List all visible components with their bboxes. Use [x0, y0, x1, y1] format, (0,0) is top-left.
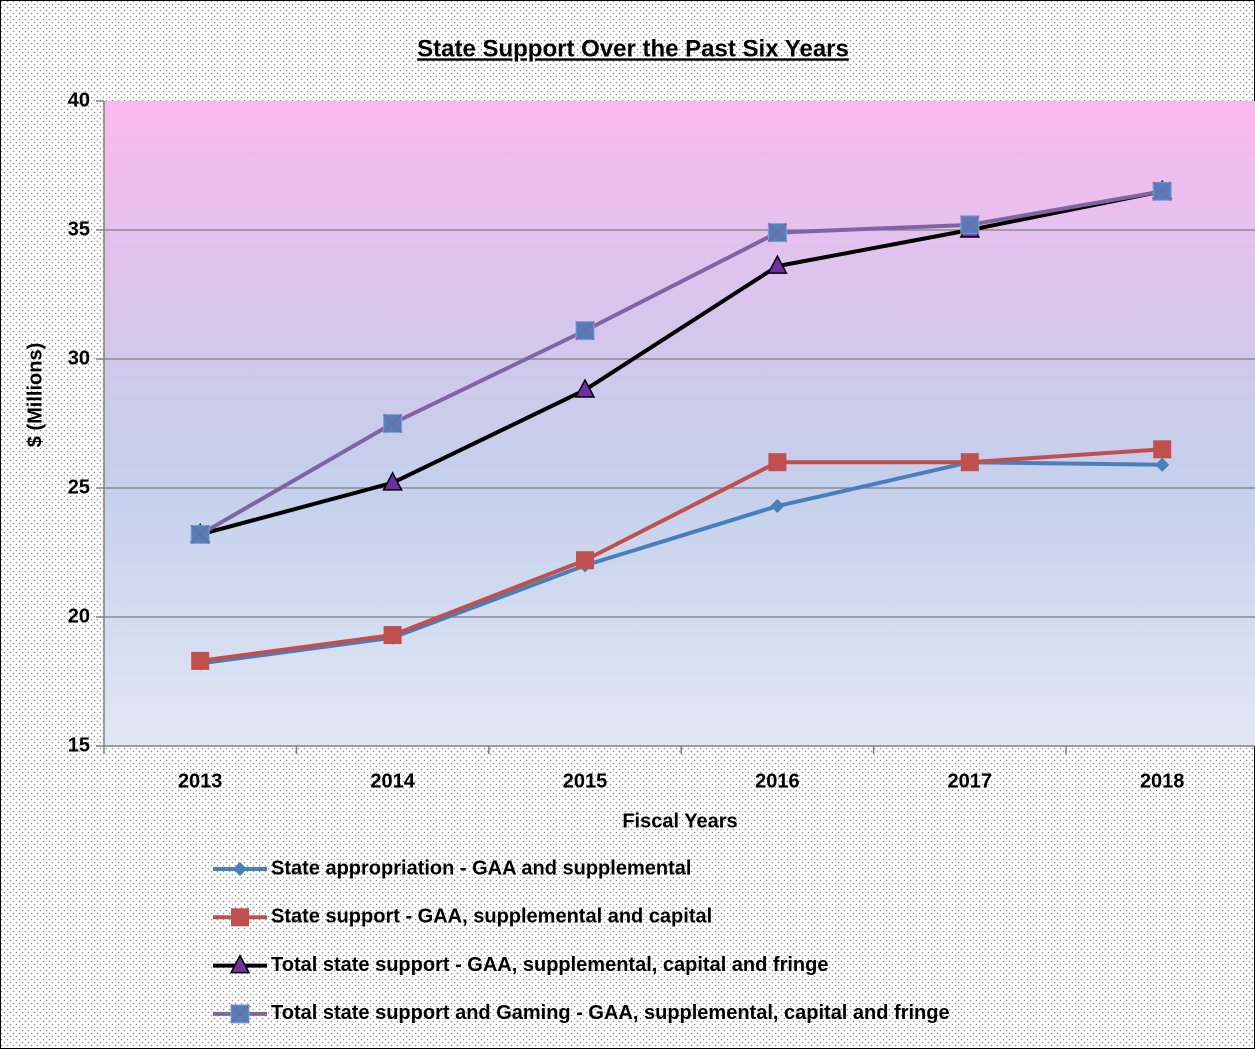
point — [1153, 440, 1172, 459]
series-line — [199, 189, 1163, 537]
point — [229, 953, 251, 974]
y-tick-label: 15 — [68, 734, 90, 756]
y-tick-label: 25 — [68, 476, 90, 498]
point — [960, 215, 980, 235]
legend-entry: Total state support - GAA, supplemental,… — [213, 954, 828, 976]
legend-label: State appropriation - GAA and supplement… — [271, 857, 691, 879]
point — [231, 908, 249, 927]
marker-cross — [1152, 181, 1172, 201]
legend-label: State support - GAA, supplemental and ca… — [271, 906, 712, 928]
chart-title: State Support Over the Past Six Years — [417, 35, 849, 62]
marker-cross — [383, 413, 403, 434]
point — [574, 378, 596, 398]
y-tick-label: 30 — [68, 347, 90, 369]
point — [230, 1004, 250, 1024]
series-line — [199, 189, 1163, 537]
legend-entry: State appropriation - GAA and supplement… — [213, 857, 691, 879]
marker-cross — [767, 223, 787, 243]
y-tick-label: 20 — [68, 605, 90, 627]
point — [767, 254, 788, 274]
marker-cross — [190, 524, 210, 544]
point — [191, 651, 210, 670]
point — [576, 551, 594, 570]
marker-cross — [230, 1004, 250, 1024]
legend-entry: State support - GAA, supplemental and ca… — [213, 906, 712, 928]
legend-label: Total state support and Gaming - GAA, su… — [271, 1002, 950, 1024]
point — [770, 499, 785, 514]
series-line — [199, 460, 1163, 666]
point — [768, 453, 787, 472]
point — [383, 413, 403, 434]
x-tick-label: 2018 — [1140, 770, 1185, 792]
point — [1152, 181, 1172, 201]
x-tick-label: 2017 — [948, 770, 993, 792]
x-tick-label: 2013 — [178, 770, 223, 792]
y-axis-label: $ (Millions) — [24, 343, 46, 447]
y-tick-label: 40 — [68, 89, 90, 111]
y-tick-label: 35 — [68, 218, 90, 240]
series-line — [199, 447, 1163, 663]
point — [382, 471, 403, 491]
point — [190, 524, 210, 544]
point — [383, 626, 402, 645]
x-axis-label: Fiscal Years — [622, 810, 737, 832]
marker-cross — [575, 321, 595, 341]
point — [960, 453, 979, 472]
x-tick-label: 2014 — [370, 770, 415, 792]
point — [1155, 457, 1170, 472]
point — [233, 862, 247, 876]
legend-entry: Total state support and Gaming - GAA, su… — [213, 1002, 950, 1024]
legend-label: Total state support - GAA, supplemental,… — [271, 954, 828, 976]
x-tick-label: 2015 — [563, 770, 608, 792]
marker-cross — [960, 215, 980, 235]
point — [767, 223, 787, 243]
point — [575, 321, 595, 341]
x-tick-label: 2016 — [755, 770, 800, 792]
